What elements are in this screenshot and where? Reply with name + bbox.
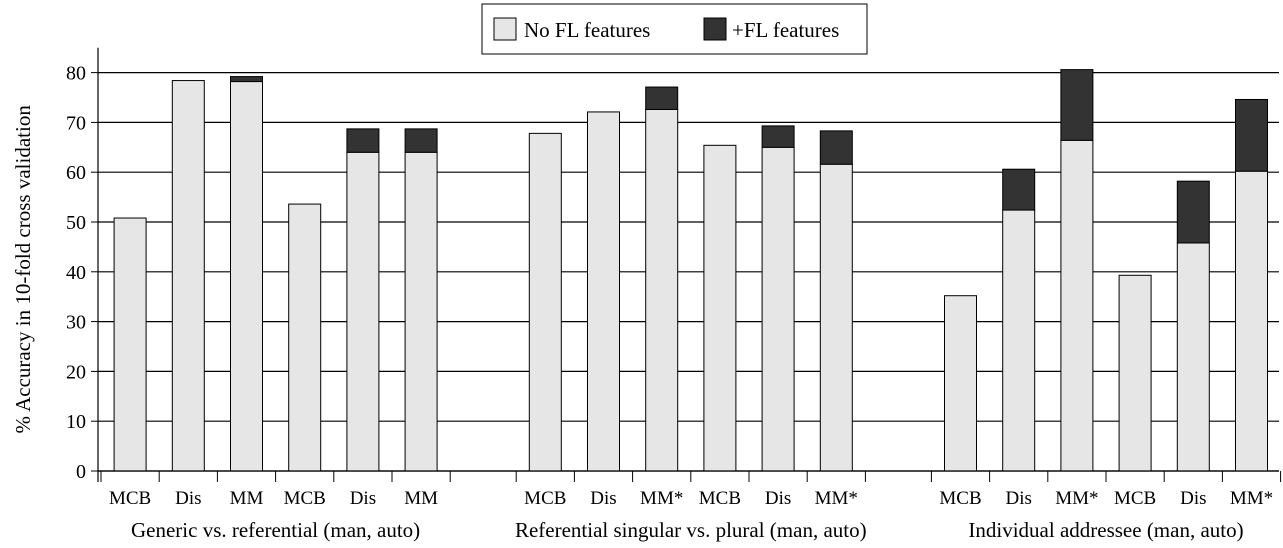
x-tick-label: MCB [939,488,981,509]
y-tick-label: 20 [66,361,86,383]
bar-no-fl [1060,139,1094,472]
bar-no-fl [230,81,263,472]
y-tick-label: 50 [66,212,86,234]
bar-fl [1176,180,1210,244]
bar-no-fl [761,146,795,472]
x-tick-label: MM* [640,488,683,509]
bar-fl [1060,69,1094,141]
y-tick-label: 80 [66,63,86,85]
group-label: Referential singular vs. plural (man, au… [515,518,867,542]
x-tick-label: MCB [1114,488,1156,509]
x-tick-label: MM [404,488,438,509]
x-tick-label: Dis [175,488,201,509]
x-tick-label: Dis [765,488,791,509]
x-tick-label: MCB [109,488,151,509]
x-tick-label: Dis [1005,488,1031,509]
bar-fl [645,86,679,110]
x-tick-label: MCB [524,488,566,509]
y-axis-label: % Accuracy in 10-fold cross validation [11,105,35,434]
bar-no-fl [528,132,562,472]
x-tick-label: Dis [350,488,376,509]
y-tick-label: 0 [76,461,86,483]
bar-no-fl [703,144,737,472]
legend-swatch-fl [703,17,727,41]
bar-no-fl [944,295,977,472]
bar-no-fl [1002,209,1036,472]
bar-no-fl [1176,242,1210,472]
legend-label-no-fl: No FL features [524,18,650,42]
bar-fl [346,128,380,153]
y-tick-label: 40 [66,262,86,284]
group-label: Individual addressee (man, auto) [968,518,1243,542]
bar-fl [819,130,853,165]
bar-no-fl [1235,170,1268,472]
x-tick-label: MM* [1055,488,1098,509]
bar-no-fl [1118,274,1152,472]
y-tick-label: 60 [66,162,86,184]
bar-no-fl [819,163,853,472]
x-tick-label: MM [230,488,264,509]
bar-no-fl [346,151,380,472]
bar-fl [1235,98,1268,172]
bar-fl [1002,168,1036,211]
bar-fl [230,76,263,83]
bar-no-fl [404,151,438,472]
legend-label-fl: +FL features [732,18,839,42]
bar-fl [761,125,795,148]
y-tick-label: 70 [66,112,86,134]
x-tick-label: MM* [815,488,858,509]
bar-no-fl [113,217,147,472]
x-tick-label: Dis [1180,488,1206,509]
y-tick-label: 10 [66,411,86,433]
y-tick-label: 30 [66,312,86,334]
bar-no-fl [171,80,205,472]
legend-swatch-no-fl [493,17,517,41]
group-label: Generic vs. referential (man, auto) [131,518,420,542]
x-tick-label: MM* [1230,488,1273,509]
bar-fl [404,128,438,153]
x-tick-label: Dis [590,488,616,509]
bar-no-fl [587,111,620,472]
x-tick-label: MCB [699,488,741,509]
legend-box [481,3,868,55]
bar-no-fl [645,108,679,472]
bar-no-fl [288,203,322,472]
x-tick-label: MCB [284,488,326,509]
